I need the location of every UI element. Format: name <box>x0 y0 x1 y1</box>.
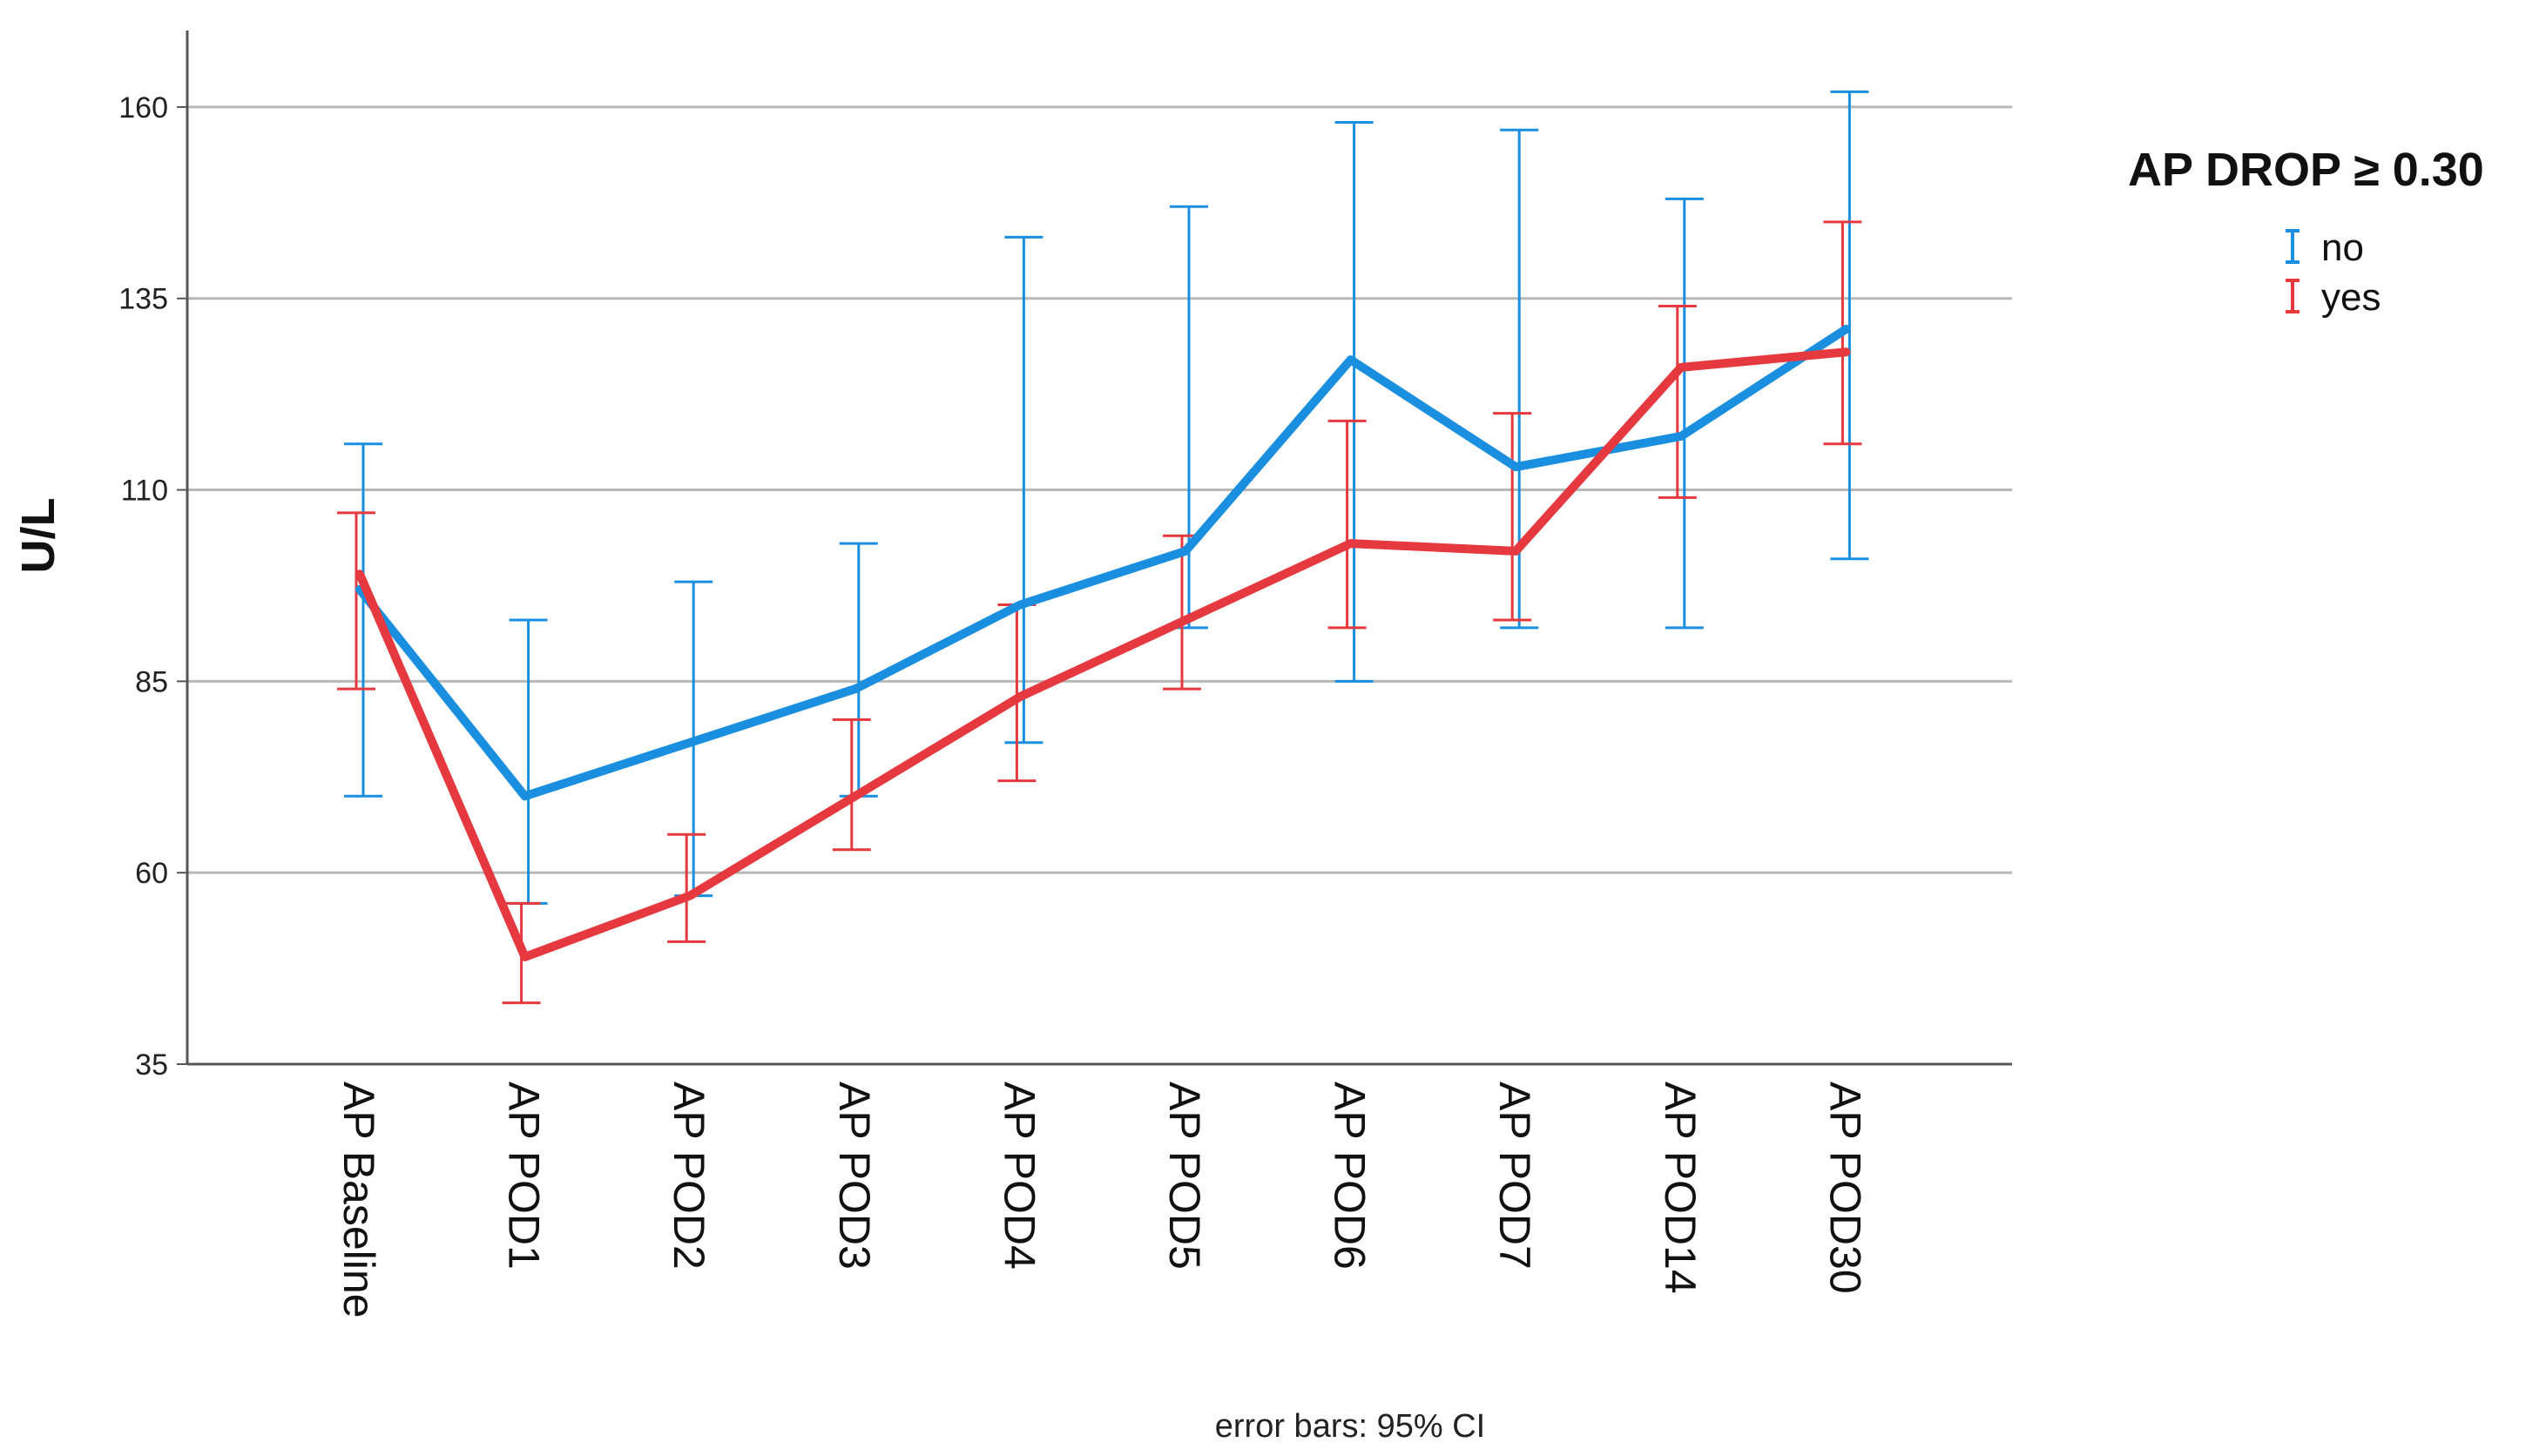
y-axis-ticks: 35 60 85 110 135 160 <box>118 91 187 1082</box>
x-axis-labels: AP Baseline AP POD1 AP POD2 AP POD3 AP POD4 A… <box>334 1082 1869 1318</box>
y-tick-label-60: 60 <box>135 857 168 890</box>
series-yes <box>337 220 1862 1005</box>
x-tick-label-5: AP POD4 <box>995 1082 1043 1270</box>
legend-label-no: no <box>2321 226 2364 269</box>
legend-label-yes: yes <box>2321 276 2381 319</box>
x-tick-label-3: AP POD2 <box>665 1082 713 1270</box>
legend-items: no yes <box>2286 226 2381 319</box>
x-tick-label-10: AP POD30 <box>1820 1082 1869 1294</box>
x-tick-label-2: AP POD1 <box>500 1082 549 1270</box>
y-axis-title: U/L <box>12 498 64 574</box>
y-tick-label-160: 160 <box>118 91 168 125</box>
x-tick-label-9: AP POD14 <box>1656 1082 1705 1294</box>
x-tick-label-1: AP Baseline <box>334 1082 383 1318</box>
y-tick-label-85: 85 <box>135 665 168 698</box>
legend-item-yes: yes <box>2286 276 2381 319</box>
series-line-no <box>355 324 1851 801</box>
x-tick-label-6: AP POD5 <box>1160 1082 1209 1270</box>
error-bars-footnote: error bars: 95% CI <box>1215 1408 1485 1445</box>
gridlines <box>187 105 2012 874</box>
y-tick-label-135: 135 <box>118 283 168 316</box>
x-tick-label-4: AP POD3 <box>830 1082 879 1270</box>
legend-title: AP DROP ≥ 0.30 <box>2128 144 2484 196</box>
x-tick-label-7: AP POD6 <box>1326 1082 1374 1270</box>
y-tick-label-110: 110 <box>121 475 168 508</box>
series-layer <box>337 90 1869 1005</box>
y-tick-label-35: 35 <box>135 1048 168 1082</box>
series-line-yes <box>355 347 1851 961</box>
legend: AP DROP ≥ 0.30 no yes <box>2128 144 2484 319</box>
x-tick-label-8: AP POD7 <box>1490 1082 1539 1270</box>
axes <box>186 30 2012 1066</box>
legend-item-no: no <box>2286 226 2364 269</box>
